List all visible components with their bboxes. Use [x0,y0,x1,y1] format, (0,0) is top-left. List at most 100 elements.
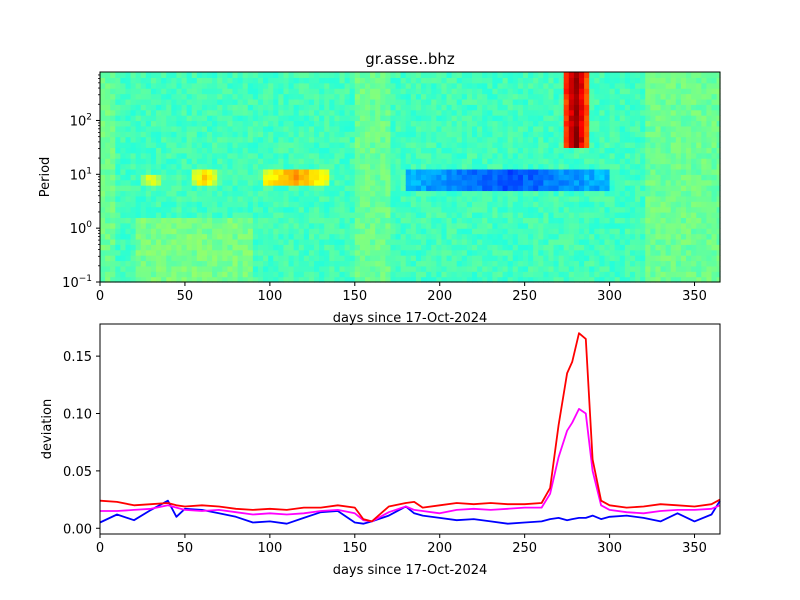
heatmap-cell [579,168,585,175]
heatmap-cell [100,233,106,240]
heatmap-cell [364,212,371,218]
heatmap-cell [609,109,616,116]
heatmap-cell [711,271,718,278]
heatmap-cell [670,98,677,105]
heatmap-cell [466,115,473,122]
heatmap-cell [334,147,341,154]
heatmap-cell [558,82,565,89]
heatmap-cell [528,88,534,95]
heatmap-cell [257,244,264,251]
heatmap-cell [110,115,116,122]
heatmap-cell [263,206,269,213]
heatmap-cell [176,72,183,78]
heatmap-cell [487,104,493,111]
heatmap-cell [385,265,392,272]
heatmap-cell [599,238,606,245]
heatmap-cell [212,72,218,78]
heatmap-cell [166,72,172,78]
heatmap-cell [242,142,249,148]
heatmap-cell [120,88,127,95]
heatmap-cell [650,265,657,272]
heatmap-cell [533,244,539,251]
heatmap-cell [217,142,223,148]
heatmap-cell [222,168,228,175]
heatmap-cell [191,82,198,89]
heatmap-cell [599,93,606,100]
heatmap-cell [390,271,397,278]
heatmap-cell [176,244,183,251]
heatmap-cell [135,206,142,213]
heatmap-cell [497,115,504,122]
heatmap-cell [645,98,651,105]
heatmap-cell [263,255,269,262]
heatmap-cell [186,276,193,283]
heatmap-cell [426,82,432,89]
heatmap-cell [405,212,412,218]
heatmap-cell [686,72,692,78]
heatmap-cell [466,271,473,278]
heatmap-cell [339,72,346,78]
heatmap-cell [385,190,392,197]
heatmap-cell [466,104,473,111]
heatmap-cell [293,271,300,278]
heatmap-cell [171,147,178,154]
heatmap-cell [324,158,330,165]
heatmap-cell [436,93,443,100]
heatmap-cell [344,255,351,262]
heatmap-cell [252,174,259,181]
heatmap-cell [370,206,376,213]
heatmap-cell [110,217,116,224]
heatmap-cell [528,142,534,148]
heatmap-cell [314,93,320,100]
heatmap-cell [497,190,504,197]
heatmap-cell [191,190,198,197]
heatmap-cell [283,104,290,111]
line-x-tick-label: 350 [682,541,707,556]
heatmap-cell [380,77,386,84]
heatmap-cell [227,109,234,116]
heatmap-cell [573,212,580,218]
heatmap-cell [252,212,259,218]
heatmap-cell [624,190,631,197]
heatmap-cell [329,93,336,100]
heatmap-cell [237,233,244,240]
heatmap-cell [380,201,386,208]
heatmap-cell [252,190,259,197]
heatmap-cell [573,185,580,192]
heatmap-cell [263,158,269,165]
heatmap-cell [354,174,361,181]
heatmap-cell [614,115,621,122]
heatmap-cell [232,195,239,202]
heatmap-cell [380,163,386,170]
heatmap-cell [166,201,172,208]
heatmap-cell [303,190,310,197]
heatmap-cell [660,212,667,218]
heatmap-cell [232,131,239,138]
heatmap-cell [466,147,473,154]
heatmap-cell [629,142,636,148]
heatmap-cell [431,233,437,240]
heatmap-cell [604,147,611,154]
heatmap-cell [166,163,172,170]
heatmap-cell [614,201,621,208]
heatmap-cell [711,260,718,267]
heatmap-cell [441,190,448,197]
heatmap-cell [670,217,677,224]
heatmap-cell [247,228,254,235]
heatmap-cell [446,201,453,208]
heatmap-cell [314,271,320,278]
heatmap-cell [130,136,137,143]
heatmap-cell [293,206,300,213]
heatmap-cell [120,147,127,154]
heatmap-cell [263,195,269,202]
heatmap-cell [604,201,611,208]
heatmap-cell [629,115,636,122]
heatmap-cell [380,276,386,283]
heatmap-cell [232,201,239,208]
heatmap-cell [288,179,295,186]
heatmap-cell [584,115,590,122]
heatmap-cell [222,104,228,111]
heatmap-cell [711,179,718,186]
heatmap-cell [660,195,667,202]
heatmap-cell [568,179,575,186]
